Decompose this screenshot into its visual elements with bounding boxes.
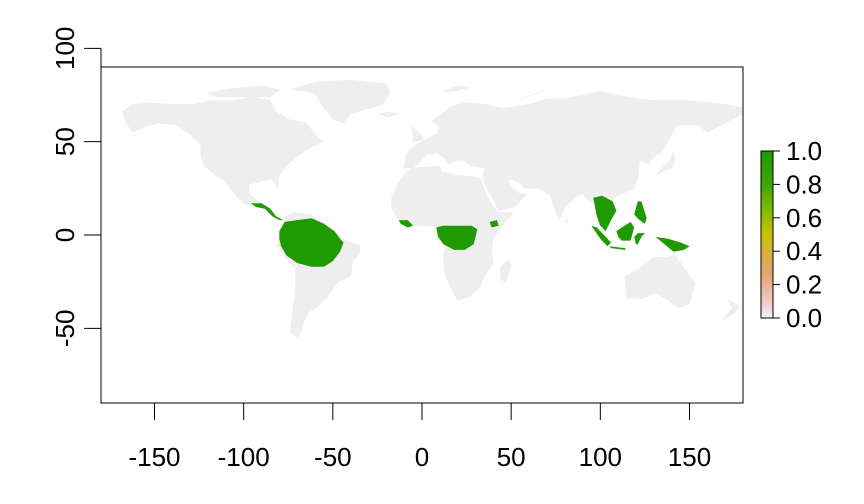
color-legend: 0.00.2 0.40.6 0.81.0: [760, 136, 822, 333]
region-sulawesi: [634, 233, 645, 245]
legend-tick-label: 0.2: [786, 270, 822, 300]
x-tick-label: 50: [497, 442, 526, 472]
legend-tick-label: 0.4: [786, 236, 822, 266]
region-congo-basin: [436, 225, 478, 250]
land-layer: [122, 79, 743, 339]
region-java: [609, 246, 626, 250]
land-iceland: [378, 111, 398, 118]
legend-tick-label: 0.0: [786, 303, 822, 333]
legend-colorbar: [760, 150, 774, 319]
region-southeast-asia: [593, 195, 617, 232]
land-eurasia: [403, 90, 743, 230]
x-tick-label: -50: [314, 442, 352, 472]
y-axis: -50 0 50 100: [50, 27, 102, 348]
x-tick-label: 100: [579, 442, 622, 472]
region-new-guinea: [655, 236, 690, 252]
region-amazon: [279, 218, 344, 267]
region-sumatra: [591, 225, 611, 247]
land-canadian-arctic: [207, 85, 280, 98]
land-madagascar: [500, 258, 512, 283]
region-central-america: [250, 203, 283, 221]
land-japan: [653, 149, 676, 178]
land-north-america: [122, 96, 323, 221]
land-svalbard: [443, 85, 471, 92]
x-tick-label: -150: [128, 442, 180, 472]
land-greenland: [291, 79, 391, 124]
land-novaya-zemlya: [514, 91, 544, 103]
legend-tick-label: 0.8: [786, 169, 822, 199]
y-tick-label: -50: [50, 310, 80, 348]
land-great-britain: [410, 125, 425, 143]
land-new-zealand: [721, 299, 740, 322]
y-tick-label: 100: [50, 27, 80, 70]
region-west-africa: [398, 220, 414, 228]
land-sri-lanka: [564, 217, 569, 225]
y-tick-label: 0: [50, 228, 80, 242]
land-australia: [624, 255, 696, 309]
region-philippines: [634, 201, 647, 224]
region-east-africa: [489, 220, 499, 228]
x-axis: -150 -100 -50 0 50 100 150: [128, 402, 711, 472]
y-tick-label: 50: [50, 127, 80, 156]
x-tick-label: 0: [415, 442, 429, 472]
region-borneo: [616, 221, 635, 241]
legend-tick-label: 1.0: [786, 136, 822, 166]
legend-tick-label: 0.6: [786, 203, 822, 233]
highlight-layer: [250, 195, 690, 267]
x-tick-label: -100: [218, 442, 270, 472]
x-tick-label: 150: [668, 442, 711, 472]
